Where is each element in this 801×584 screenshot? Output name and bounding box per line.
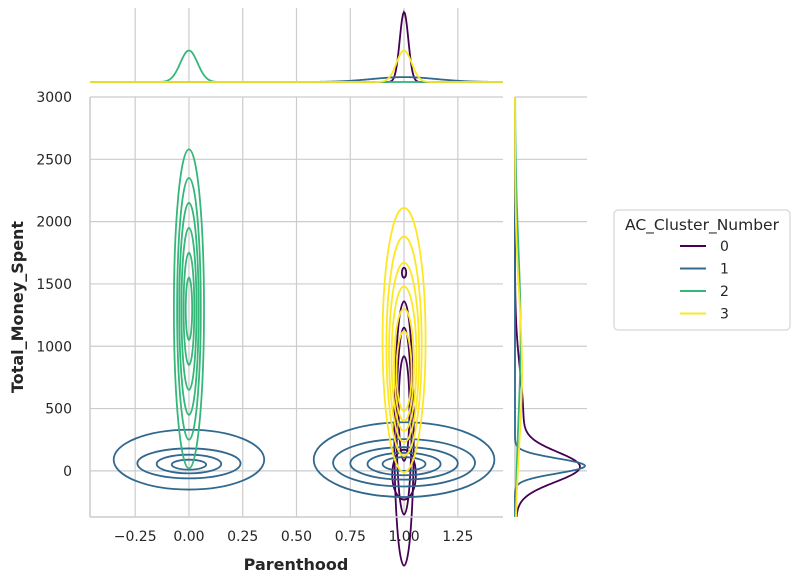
y-tick-label: 1500 <box>36 277 72 293</box>
series-3-contours <box>381 207 427 474</box>
x-tick-label: 0.00 <box>173 529 204 545</box>
contour-line <box>312 421 496 498</box>
right-marginal-series-1 <box>514 97 586 517</box>
contour-line <box>395 330 413 412</box>
contour-line <box>381 207 427 474</box>
main-plot-panel: −0.25 0.00 0.25 0.50 0.75 1.00 1.25 0 500 1000 15… <box>36 90 503 567</box>
x-tick-label: −0.25 <box>114 529 157 545</box>
main-spines <box>89 97 503 518</box>
contour-line <box>393 300 415 567</box>
x-tick-label: 1.00 <box>388 529 419 545</box>
contour-line <box>332 438 476 488</box>
main-grid <box>90 96 503 517</box>
x-axis-title: Parenthood <box>244 555 349 574</box>
x-tick-label: 1.25 <box>442 529 473 545</box>
right-marginal-panel <box>514 96 587 518</box>
series-1-contours <box>112 421 496 498</box>
contour-line <box>184 276 194 341</box>
y-tick-label: 1000 <box>36 339 72 355</box>
contour-line <box>170 458 208 471</box>
contour-line <box>349 446 459 481</box>
contour-line <box>366 451 442 477</box>
legend-entry-label: 3 <box>720 307 729 323</box>
legend: AC_Cluster_Number 0 1 2 3 <box>613 209 791 331</box>
y-tick-label: 3000 <box>36 90 72 106</box>
contour-line <box>136 447 242 480</box>
top-marginal-series-3 <box>90 49 503 83</box>
y-tick-label: 500 <box>45 402 72 418</box>
legend-entry-label: 1 <box>720 262 729 278</box>
contour-line <box>385 235 423 457</box>
x-tick-label: 0.75 <box>335 529 366 545</box>
x-tick-label: 0.25 <box>227 529 258 545</box>
legend-entry-label: 0 <box>720 239 729 255</box>
contour-layer <box>112 148 496 567</box>
contour-line <box>401 266 408 279</box>
legend-title: AC_Cluster_Number <box>625 216 780 235</box>
contour-line <box>172 148 205 470</box>
contour-line <box>381 456 427 472</box>
contour-line <box>393 307 415 422</box>
contour-line <box>155 453 223 475</box>
legend-entry-label: 2 <box>720 284 729 300</box>
x-tick-labels: −0.25 0.00 0.25 0.50 0.75 1.00 1.25 <box>114 529 474 545</box>
series-2-contours <box>172 148 205 470</box>
contour-line <box>112 428 266 491</box>
contour-line <box>390 285 418 432</box>
contour-line <box>395 326 413 516</box>
y-tick-label: 2500 <box>36 152 72 168</box>
legend-box <box>613 209 791 331</box>
contour-line <box>176 177 202 441</box>
contour-line <box>178 202 200 416</box>
right-marginal-series-3 <box>514 97 523 518</box>
x-tick-label: 0.50 <box>281 529 312 545</box>
top-marginal-panel <box>90 8 504 83</box>
contour-line <box>388 261 421 444</box>
y-tick-label: 2000 <box>36 215 72 231</box>
contour-line <box>182 251 196 366</box>
right-marginal-series-0 <box>514 97 581 518</box>
y-tick-label: 0 <box>63 464 72 480</box>
y-tick-labels: 0 500 1000 1500 2000 2500 3000 <box>36 90 72 480</box>
legend-entries: 0 1 2 3 <box>680 239 729 323</box>
y-axis-title: Total_Money_Spent <box>8 221 27 394</box>
contour-line <box>180 226 198 391</box>
